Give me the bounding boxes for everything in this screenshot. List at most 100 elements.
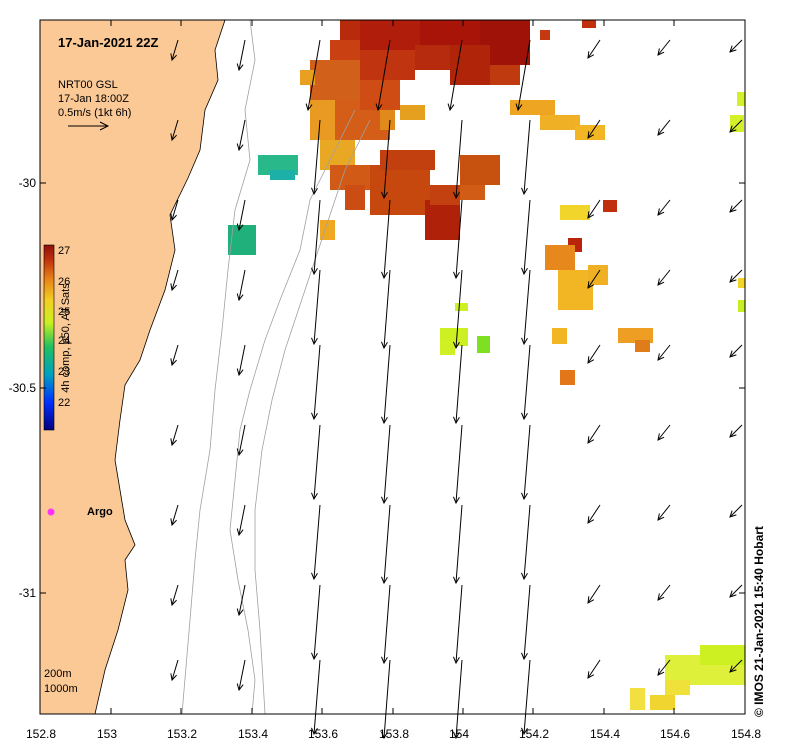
sst-patch — [665, 680, 690, 695]
current-vector — [657, 39, 671, 56]
current-vector — [523, 199, 531, 275]
current-vector — [313, 269, 321, 345]
current-vector — [517, 39, 531, 111]
current-vector — [587, 269, 601, 289]
sst-patch — [455, 303, 468, 311]
isobath-2000m — [254, 119, 371, 715]
colorbar-tick-label: 26 — [58, 276, 71, 288]
current-vector — [171, 39, 179, 61]
current-vector — [171, 344, 179, 366]
current-vector — [729, 269, 743, 283]
current-vector — [383, 504, 391, 584]
current-vector — [587, 344, 601, 364]
current-vector — [238, 344, 246, 376]
colorbar-tick-label: 25 — [58, 306, 71, 318]
colorbar — [43, 244, 55, 431]
legend-line-1: NRT00 GSL — [58, 79, 118, 91]
current-vector — [238, 424, 246, 456]
x-tick-label: 154.8 — [731, 727, 762, 741]
y-tick-label: -31 — [18, 586, 36, 600]
current-vector — [171, 659, 179, 681]
sst-patch — [440, 340, 455, 355]
current-vector — [383, 424, 391, 504]
y-tick-label: -30.5 — [8, 381, 36, 395]
sst-patch — [415, 45, 450, 70]
sst-patch — [380, 110, 395, 130]
sst-patch — [635, 340, 650, 352]
current-vector — [383, 344, 391, 424]
sst-patch — [603, 200, 617, 212]
current-vector — [383, 199, 391, 279]
credit-text: © IMOS 21-Jan-2021 15:40 Hobart — [752, 526, 766, 717]
current-vector — [238, 199, 246, 231]
current-vector — [238, 39, 246, 71]
current-vector — [729, 504, 743, 518]
sst-patch — [618, 328, 653, 343]
current-vector — [455, 199, 463, 279]
current-vector — [729, 344, 743, 358]
sst-patch — [552, 328, 567, 344]
current-vectors — [170, 39, 743, 740]
argo-float-marker — [47, 508, 55, 516]
sst-patch — [310, 60, 360, 100]
current-vector — [171, 424, 179, 446]
x-tick-label: 154 — [449, 727, 470, 741]
x-tick-label: 153.4 — [238, 727, 269, 741]
sst-patch — [360, 80, 400, 110]
current-vector — [238, 584, 246, 616]
isobath-200m — [181, 19, 256, 715]
current-vector — [313, 344, 321, 420]
argo-label: Argo — [87, 506, 113, 518]
current-vector — [587, 199, 601, 219]
sst-patch — [510, 100, 555, 115]
current-vector — [729, 119, 743, 133]
sst-patch — [300, 70, 315, 85]
current-vector — [523, 269, 531, 345]
sst-patch — [575, 125, 605, 140]
current-vector — [313, 504, 321, 580]
current-vector — [313, 584, 321, 660]
current-vector — [377, 39, 391, 111]
current-vector — [523, 424, 531, 500]
sst-patch — [270, 170, 295, 180]
current-vector — [171, 269, 179, 291]
sst-patch — [545, 245, 575, 270]
current-vector — [171, 119, 179, 141]
sst-patch — [330, 40, 360, 60]
current-vector — [523, 659, 531, 735]
current-vector — [313, 424, 321, 500]
coastline-land — [39, 19, 226, 715]
current-vector — [657, 199, 671, 216]
current-vector — [657, 584, 671, 601]
sst-patch — [370, 165, 430, 215]
current-vector — [523, 584, 531, 660]
current-vector — [587, 424, 601, 444]
colorbar-tick-label: 23 — [58, 366, 71, 378]
current-vector — [657, 424, 671, 441]
x-tick-label: 153 — [97, 727, 118, 741]
current-vector — [455, 424, 463, 504]
current-vector — [383, 119, 391, 199]
sst-patch — [730, 115, 744, 132]
sst-patch — [560, 370, 575, 385]
sst-patch — [380, 150, 435, 170]
current-vector — [455, 119, 463, 199]
sst-patch — [425, 200, 460, 240]
legend-line-2: 17-Jan 18:00Z — [58, 93, 129, 105]
sst-patch — [460, 185, 485, 200]
x-tick-label: 154.4 — [590, 727, 621, 741]
sst-patch — [540, 30, 550, 40]
sst-patch — [228, 225, 256, 255]
current-vector — [729, 424, 743, 438]
current-vector — [729, 39, 743, 53]
y-tick-label: -30 — [18, 176, 36, 190]
sst-patch — [650, 695, 675, 710]
x-tick-label: 153.2 — [167, 727, 198, 741]
current-vector — [449, 39, 463, 111]
current-vector — [523, 119, 531, 195]
x-tick-label: 153.6 — [308, 727, 339, 741]
current-vector — [455, 584, 463, 664]
current-vector — [313, 659, 321, 735]
sst-patch — [588, 265, 608, 285]
